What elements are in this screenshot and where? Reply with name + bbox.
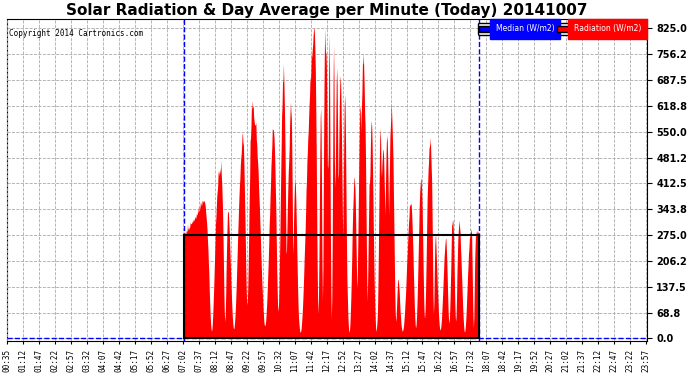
Legend: Median (W/m2), Radiation (W/m2): Median (W/m2), Radiation (W/m2) [477,23,642,35]
Title: Solar Radiation & Day Average per Minute (Today) 20141007: Solar Radiation & Day Average per Minute… [66,3,588,18]
Text: Copyright 2014 Cartronics.com: Copyright 2014 Cartronics.com [8,28,143,38]
Bar [184,235,479,339]
